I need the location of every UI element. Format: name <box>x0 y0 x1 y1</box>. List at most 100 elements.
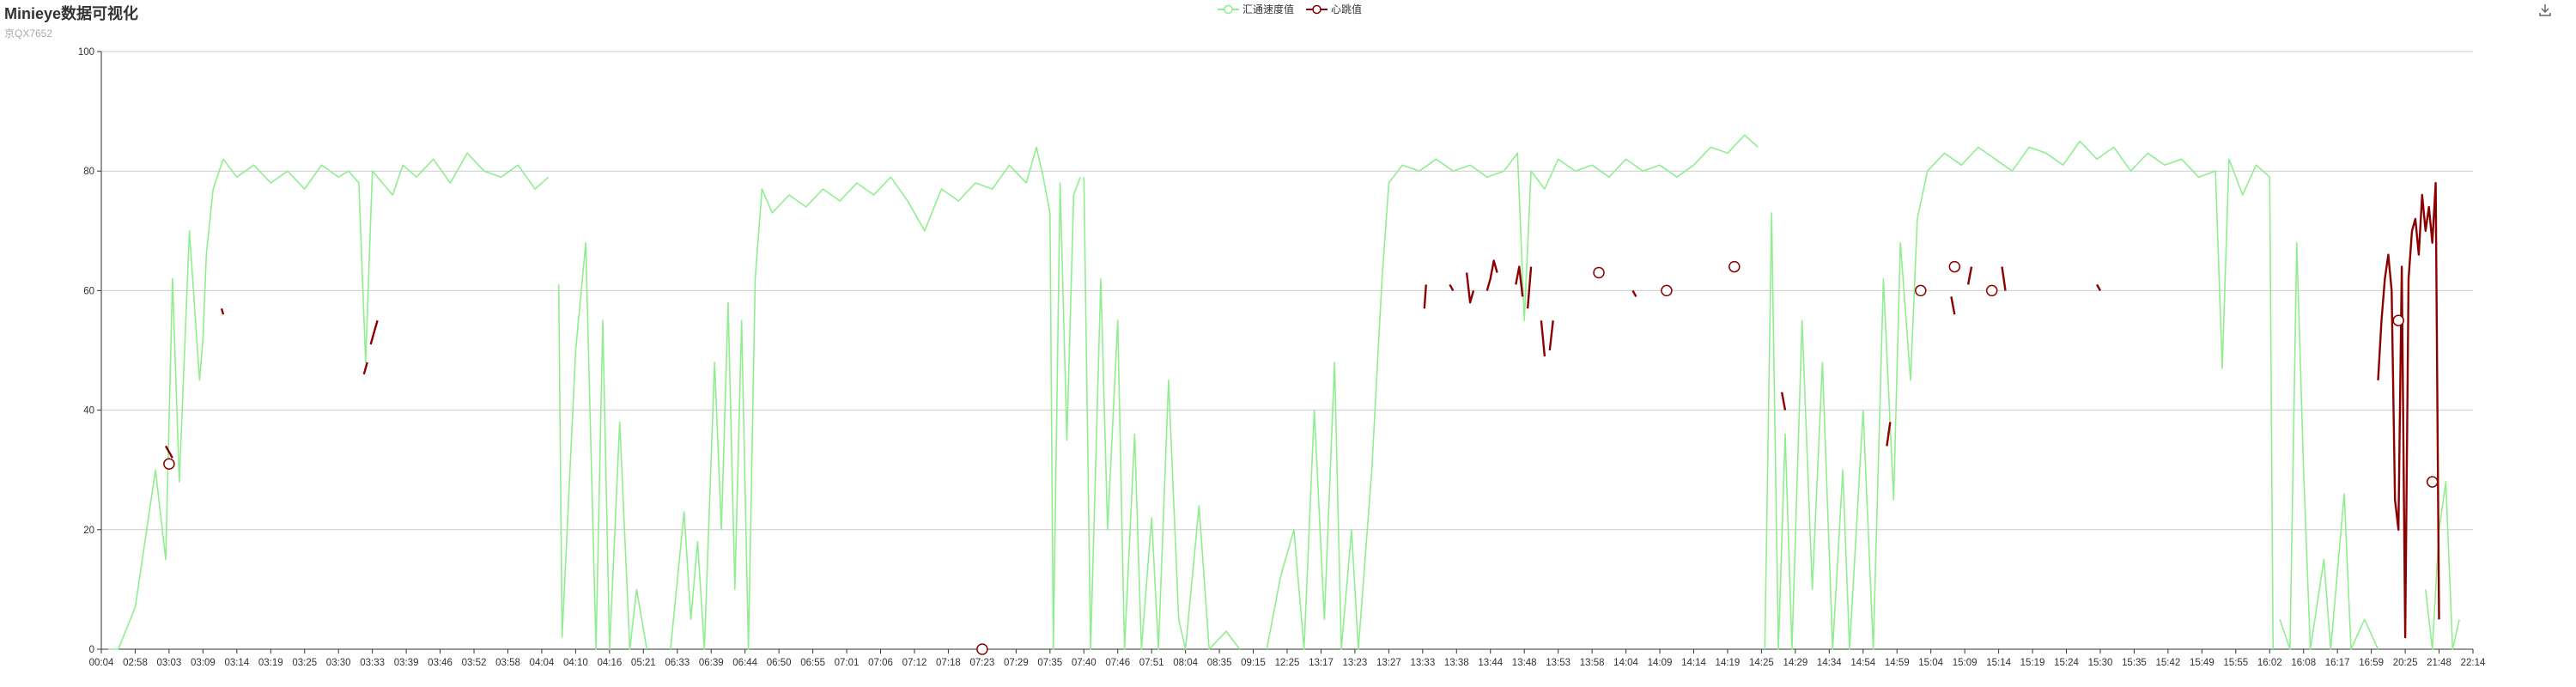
legend: 汇通速度值 心跳值 <box>1218 2 1362 16</box>
x-tick-label-4: 03:14 <box>224 658 249 668</box>
series-1-point-5 <box>1915 284 1927 297</box>
x-tick-label-59: 15:30 <box>2088 658 2113 668</box>
series-1-segment-15 <box>1950 296 1956 315</box>
series-1-point-1 <box>976 643 988 655</box>
x-tick-label-64: 16:02 <box>2257 658 2282 668</box>
x-tick-label-35: 12:25 <box>1275 658 1300 668</box>
series-1-segment-16 <box>1966 266 1973 285</box>
x-tick-label-50: 14:29 <box>1783 658 1807 668</box>
series-1-segment-12 <box>1631 289 1637 297</box>
series-0-segment-2 <box>670 146 1082 650</box>
x-tick-label-44: 13:58 <box>1580 658 1605 668</box>
x-tick-label-34: 09:15 <box>1241 658 1266 668</box>
series-1-segment-0 <box>164 445 173 459</box>
x-tick-label-43: 13:53 <box>1546 658 1571 668</box>
x-tick-label-19: 06:44 <box>732 658 757 668</box>
x-tick-label-62: 15:49 <box>2190 658 2215 668</box>
legend-item-heartbeat[interactable]: 心跳值 <box>1306 2 1362 16</box>
x-tick-label-52: 14:54 <box>1850 658 1875 668</box>
series-1-point-7 <box>1985 284 1998 297</box>
series-1-segment-10 <box>1540 320 1546 357</box>
x-tick-label-41: 13:44 <box>1478 658 1503 668</box>
x-tick-label-0: 00:04 <box>89 658 114 668</box>
x-tick-label-30: 07:46 <box>1105 658 1130 668</box>
grid-lines <box>101 51 2473 650</box>
x-tick-label-25: 07:18 <box>936 658 961 668</box>
series-1-segment-8 <box>1515 265 1524 297</box>
series-1-segment-9 <box>1526 266 1533 309</box>
series-1-segment-7 <box>1485 259 1498 291</box>
series-1-segment-2 <box>362 362 368 375</box>
legend-swatch-speed <box>1218 4 1239 14</box>
x-tick-label-11: 03:52 <box>462 658 487 668</box>
x-tick-label-42: 13:48 <box>1512 658 1537 668</box>
series-heartbeat <box>163 181 2440 655</box>
series-0-segment-1 <box>557 241 648 650</box>
y-tick-label-0: 0 <box>89 645 94 655</box>
x-tick-label-1: 02:58 <box>123 658 148 668</box>
x-tick-label-46: 14:09 <box>1648 658 1673 668</box>
x-tick-label-33: 08:35 <box>1207 658 1232 668</box>
x-tick-label-28: 07:35 <box>1037 658 1062 668</box>
x-tick-label-38: 13:27 <box>1376 658 1401 668</box>
series-1-point-3 <box>1661 284 1673 297</box>
x-tick-label-15: 04:16 <box>597 658 622 668</box>
y-tick-label-2: 40 <box>83 406 94 416</box>
x-tick-label-20: 06:50 <box>767 658 792 668</box>
x-tick-label-53: 14:59 <box>1885 658 1910 668</box>
legend-label-heartbeat: 心跳值 <box>1331 3 1363 15</box>
y-tick-label-3: 60 <box>83 286 94 296</box>
x-tick-label-17: 06:33 <box>665 658 690 668</box>
x-tick-label-14: 04:10 <box>563 658 588 668</box>
chart-subtitle: 京QX7652 <box>4 27 53 40</box>
x-tick-label-18: 06:39 <box>699 658 724 668</box>
series-0-segment-6 <box>2279 241 2379 650</box>
series-1-point-8 <box>2392 314 2404 326</box>
x-tick-label-22: 07:01 <box>835 658 860 668</box>
x-tick-label-51: 14:34 <box>1817 658 1842 668</box>
x-tick-label-5: 03:19 <box>258 658 283 668</box>
legend-item-speed[interactable]: 汇通速度值 <box>1218 2 1294 16</box>
x-tick-label-31: 07:51 <box>1139 658 1164 668</box>
series-1-segment-3 <box>369 319 379 345</box>
x-tick-label-26: 07:23 <box>969 658 994 668</box>
series-1-segment-5 <box>1449 283 1455 291</box>
series-1-segment-17 <box>2001 266 2007 291</box>
series-1-segment-13 <box>1780 392 1787 410</box>
series-0-segment-7 <box>2425 481 2460 650</box>
x-tick-label-3: 03:09 <box>191 658 216 668</box>
series-1-segment-18 <box>2095 283 2102 291</box>
series-1-point-0 <box>163 458 175 470</box>
series-1-point-2 <box>1593 266 1605 279</box>
x-tick-label-10: 03:46 <box>428 658 453 668</box>
legend-label-speed: 汇通速度值 <box>1242 3 1295 15</box>
x-tick-label-8: 03:33 <box>360 658 385 668</box>
axes: 0 20 40 60 80 100 00:04 02:58 03:03 03:09 03:14 03:… <box>78 47 2486 668</box>
x-tick-label-60: 15:35 <box>2122 658 2147 668</box>
x-tick-label-68: 20:25 <box>2393 658 2418 668</box>
y-tick-label-5: 100 <box>78 47 94 58</box>
x-tick-label-36: 13:17 <box>1309 658 1334 668</box>
download-icon[interactable] <box>2537 2 2554 19</box>
x-tick-label-23: 07:06 <box>868 658 893 668</box>
series-1-segment-19 <box>2377 181 2440 639</box>
x-tick-label-67: 16:59 <box>2359 658 2384 668</box>
x-tick-label-49: 14:25 <box>1749 658 1774 668</box>
y-tick-label-1: 20 <box>83 526 94 536</box>
x-tick-label-39: 13:33 <box>1410 658 1435 668</box>
y-tick-label-4: 80 <box>83 167 94 177</box>
x-tick-label-13: 04:04 <box>530 658 555 668</box>
chart-title: Minieye数据可视化 <box>4 5 139 22</box>
x-tick-label-48: 14:19 <box>1716 658 1741 668</box>
x-tick-label-65: 16:08 <box>2291 658 2316 668</box>
x-tick-label-37: 13:23 <box>1343 658 1368 668</box>
x-tick-label-61: 15:42 <box>2155 658 2180 668</box>
series-1-point-6 <box>1948 260 1961 273</box>
x-tick-label-54: 15:04 <box>1918 658 1943 668</box>
x-tick-label-2: 03:03 <box>157 658 182 668</box>
x-tick-label-27: 07:29 <box>1004 658 1029 668</box>
x-tick-label-16: 05:21 <box>631 658 656 668</box>
x-tick-label-66: 16:17 <box>2325 658 2350 668</box>
x-tick-label-57: 15:19 <box>2020 658 2045 668</box>
